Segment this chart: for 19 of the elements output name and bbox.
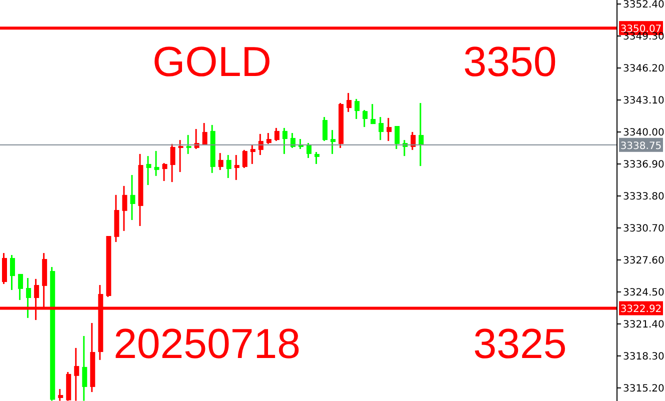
candlestick — [178, 140, 184, 172]
annotation: 3350 — [463, 38, 557, 85]
y-tick-label: 3321.40 — [623, 319, 664, 330]
y-tick-label: 3330.70 — [623, 224, 664, 234]
annotation: 3325 — [473, 320, 567, 367]
y-tick-label: 3343.10 — [623, 96, 664, 107]
y-tick-label: 3318.30 — [623, 351, 664, 362]
y-tick-label: 3327.60 — [623, 255, 664, 266]
y-tick-label: 3333.80 — [623, 192, 664, 203]
annotation: 20250718 — [114, 320, 300, 367]
y-tick-label: 3352.40 — [623, 0, 664, 11]
y-tick-label: 3336.90 — [623, 160, 664, 171]
y-tick-label: 3315.20 — [623, 383, 664, 394]
y-tick-label: 3340.00 — [623, 128, 664, 139]
ref-line-label: 3338.75 — [620, 140, 662, 152]
annotation: GOLD — [152, 38, 272, 85]
y-tick-label: 3346.20 — [623, 64, 664, 75]
y-tick-label: 3324.50 — [623, 287, 664, 298]
ref-line-label: 3322.92 — [620, 304, 662, 316]
